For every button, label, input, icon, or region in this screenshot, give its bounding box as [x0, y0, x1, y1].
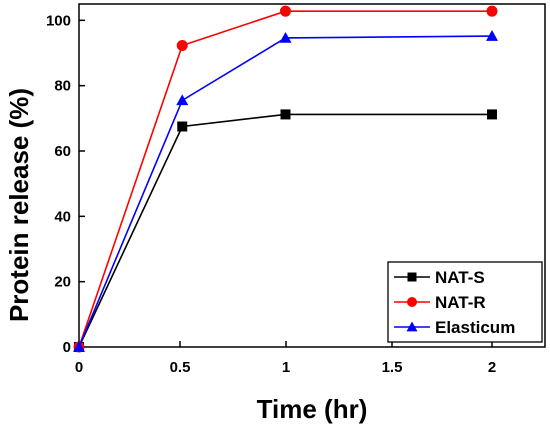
x-tick-label: 1: [282, 359, 290, 376]
data-point: [487, 109, 497, 120]
legend-item: Elasticum: [394, 318, 515, 337]
data-point: [486, 30, 498, 41]
x-axis-ticks: 0 0.5 1 1.5 2: [75, 341, 496, 376]
x-tick-label: 0: [75, 359, 83, 376]
series-line: [78, 10, 492, 348]
y-tick-label: 80: [54, 78, 71, 95]
y-axis-ticks: 0 20 40 60 80 100: [46, 12, 85, 356]
legend-marker: [407, 272, 417, 282]
x-tick-label: 0.5: [170, 359, 191, 376]
series-line: [78, 35, 493, 348]
legend: NAT-S NAT-R Elasticum: [387, 261, 543, 343]
legend-label: NAT-R: [435, 293, 486, 312]
y-tick-label: 20: [54, 274, 71, 291]
data-point: [176, 39, 188, 51]
x-axis-title: Time (hr): [257, 394, 368, 424]
series-layer: [73, 5, 498, 353]
series-elasticum: [73, 30, 498, 352]
legend-item: NAT-S: [394, 268, 485, 287]
y-tick-label: 100: [46, 12, 71, 29]
data-point: [486, 5, 498, 17]
data-point: [280, 5, 291, 17]
legend-item: NAT-R: [394, 293, 486, 312]
y-tick-label: 60: [54, 143, 71, 160]
data-point: [279, 31, 292, 43]
legend-label: Elasticum: [435, 318, 515, 337]
x-tick-label: 1.5: [382, 359, 403, 376]
y-tick-label: 0: [63, 339, 71, 356]
legend-label: NAT-S: [435, 268, 485, 287]
data-point: [280, 109, 291, 120]
legend-marker: [407, 297, 417, 307]
x-tick-label: 2: [488, 359, 496, 376]
legend-marker: [406, 321, 418, 332]
plot-frame: [78, 3, 546, 348]
data-point: [177, 121, 188, 132]
data-point: [73, 341, 85, 352]
y-axis-title: Protein release (%): [4, 88, 34, 322]
series-line: [78, 113, 492, 348]
data-point: [176, 94, 189, 106]
y-tick-label: 40: [54, 208, 71, 225]
plot-border: [78, 3, 546, 348]
